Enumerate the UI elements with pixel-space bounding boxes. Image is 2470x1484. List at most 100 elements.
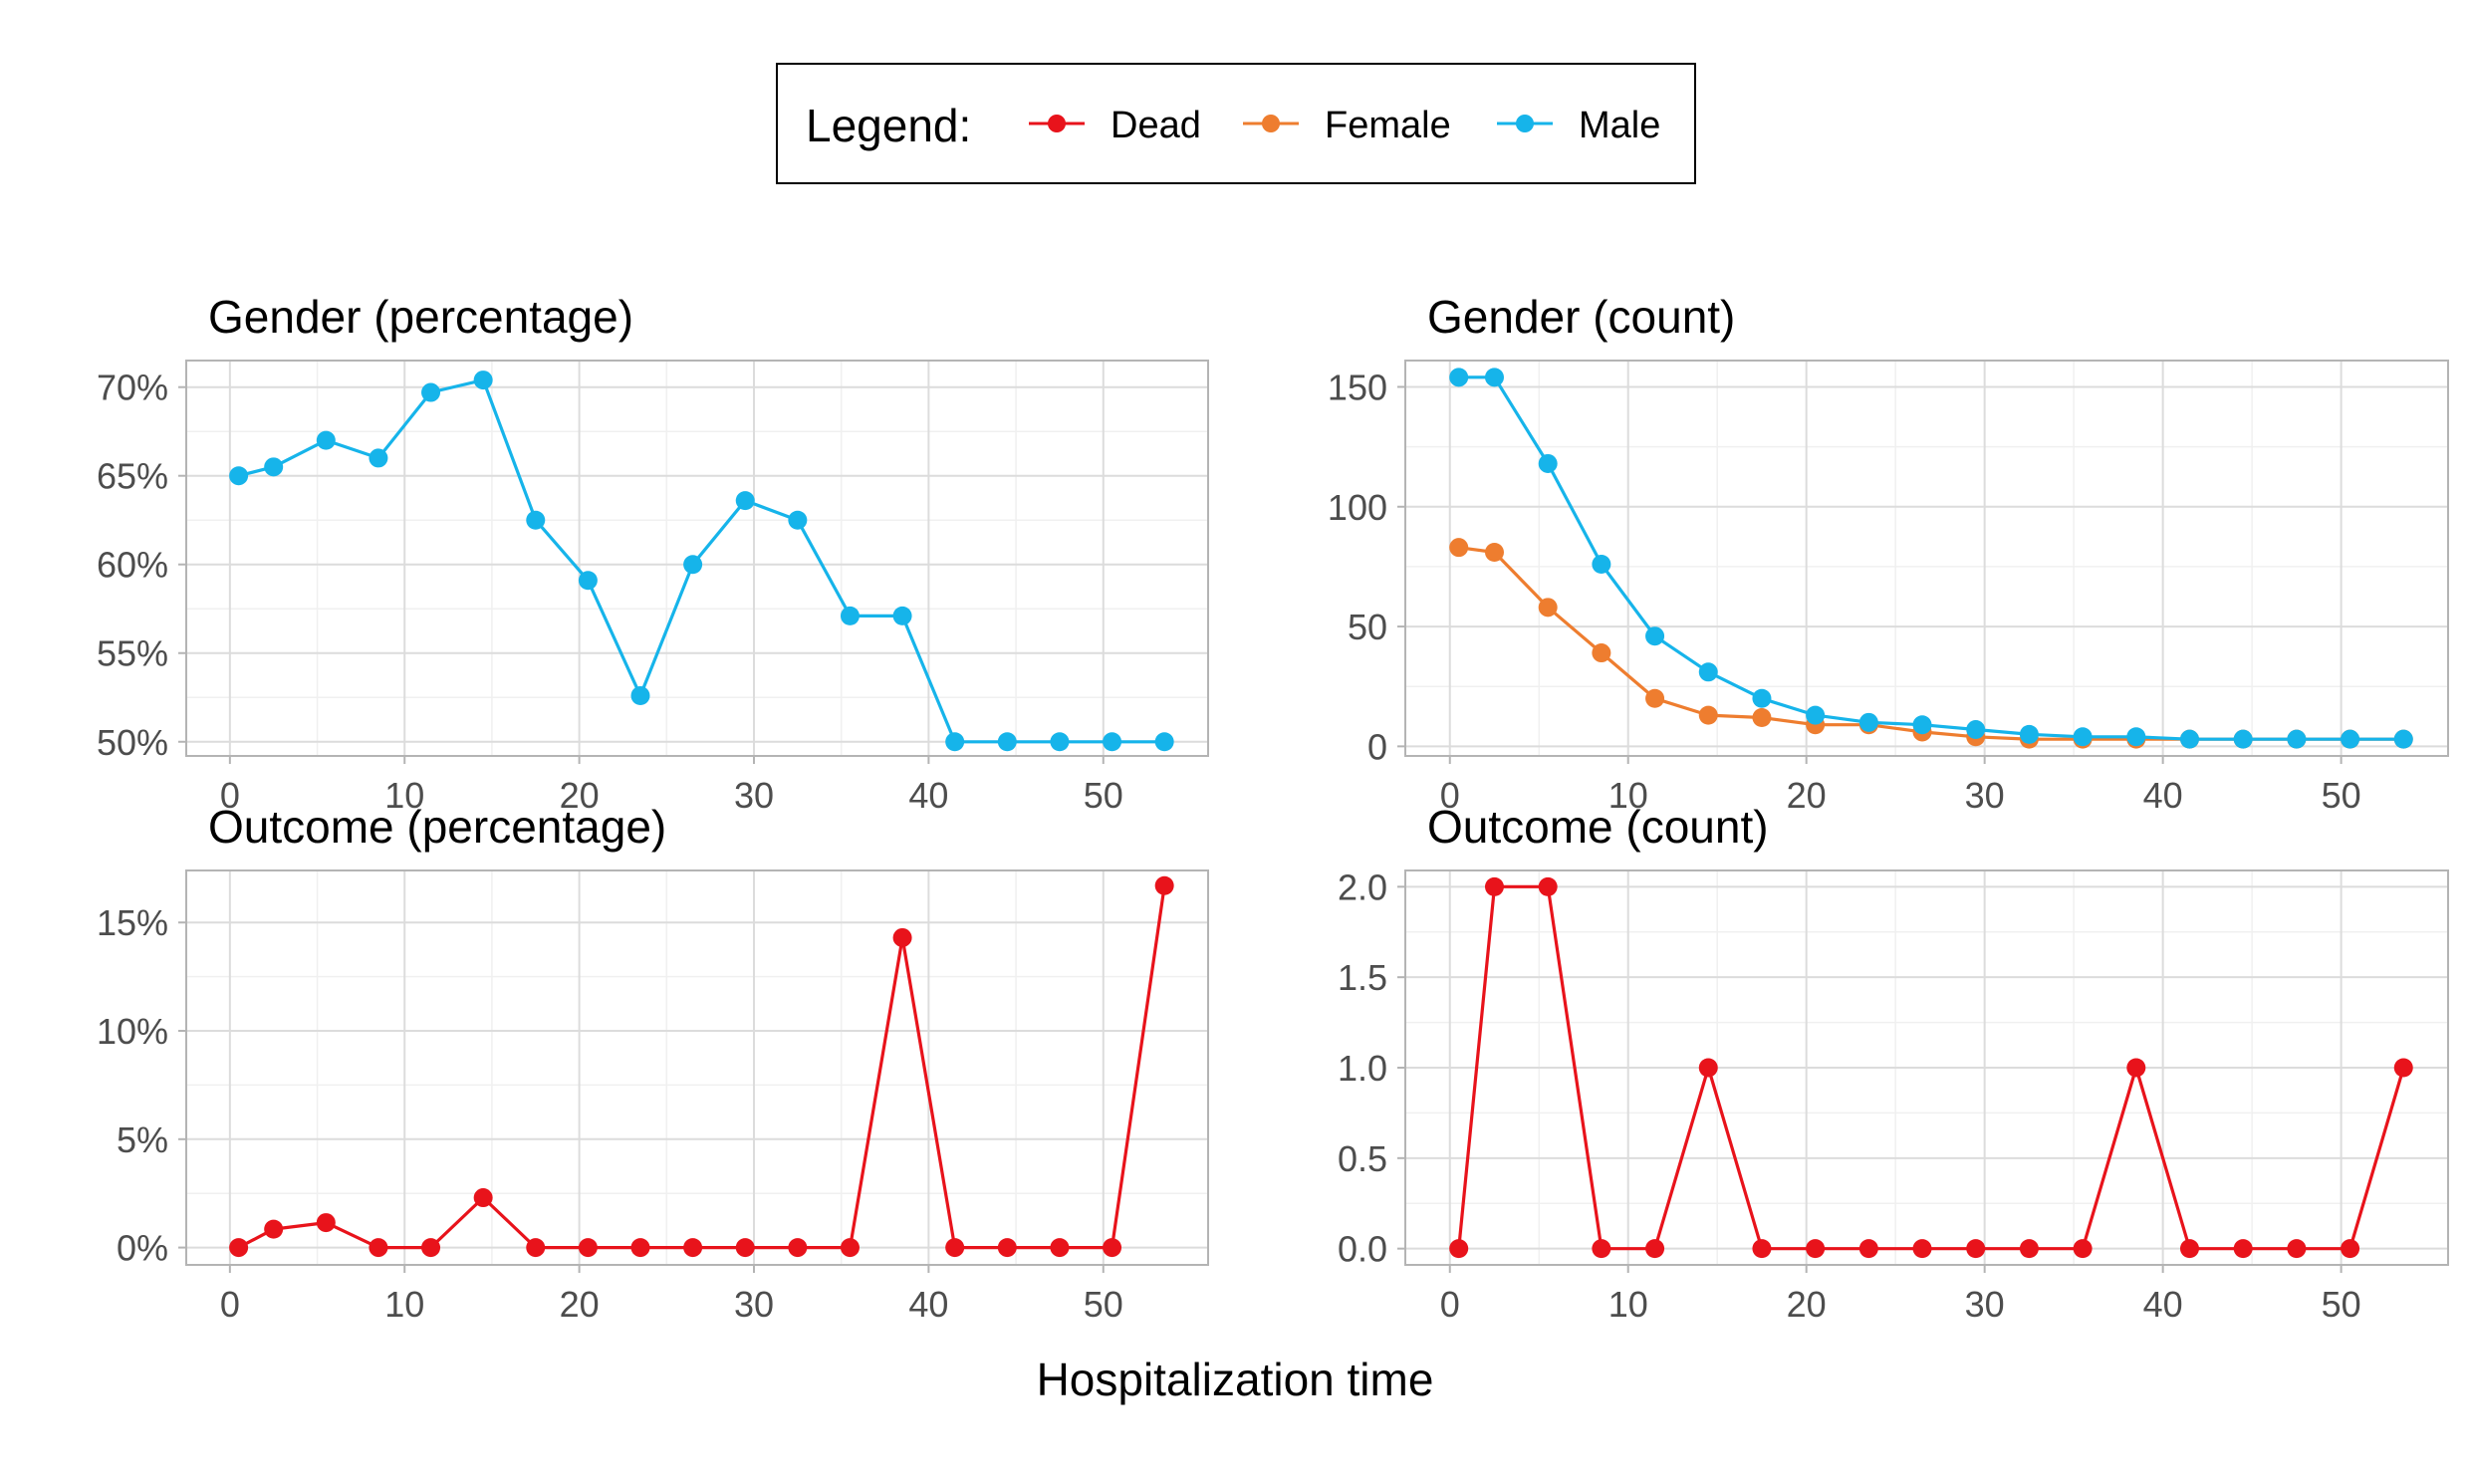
y-tick-label: 5%: [117, 1119, 168, 1160]
legend: Legend: Dead Female Male: [776, 63, 1696, 184]
data-point-male: [1698, 662, 1718, 682]
data-point-male: [1592, 555, 1611, 575]
x-tick-label: 40: [2143, 1284, 2183, 1325]
series-dead: [229, 875, 1174, 1258]
data-point-male: [229, 466, 249, 486]
series-dead: [1449, 876, 2413, 1259]
series-male: [1449, 368, 2413, 749]
data-point-dead: [2341, 1239, 2360, 1259]
data-point-dead: [2287, 1239, 2307, 1259]
data-point-female: [1592, 643, 1611, 663]
series-line-female: [1458, 546, 2404, 741]
panel-title: Outcome (count): [1427, 801, 1769, 853]
data-point-dead: [1966, 1239, 1986, 1259]
data-point-dead: [1484, 876, 1504, 896]
data-point-female: [1645, 688, 1665, 708]
data-point-dead: [892, 927, 912, 947]
data-point-dead: [2073, 1239, 2093, 1259]
x-axis-label: Hospitalization time: [1036, 1354, 1434, 1405]
data-point-dead: [1449, 1239, 1469, 1259]
data-point-male: [1645, 626, 1665, 646]
data-point-male: [2287, 729, 2307, 749]
data-point-dead: [316, 1213, 336, 1233]
data-point-male: [997, 732, 1017, 752]
legend-key-dead: [1029, 115, 1085, 132]
x-tick-label: 20: [560, 775, 600, 816]
data-point-dead: [526, 1238, 546, 1258]
data-point-male: [630, 685, 650, 705]
data-point-male: [2341, 729, 2360, 749]
panel-gender-percentage: 0 10 20 30 40 50 50% 55% 60% 65% 70% Gender (percen…: [97, 291, 1209, 816]
data-point-dead: [1912, 1239, 1932, 1259]
legend-key-female: [1243, 115, 1299, 132]
y-tick-label: 15%: [97, 902, 168, 943]
data-point-male: [840, 606, 860, 625]
x-tick-label: 30: [1965, 1284, 2005, 1325]
data-point-male: [683, 555, 703, 575]
data-point-dead: [1050, 1238, 1070, 1258]
data-point-dead: [578, 1238, 598, 1258]
panel-border: [1404, 360, 2449, 757]
legend-title: Legend:: [806, 100, 972, 151]
data-point-dead: [421, 1238, 441, 1258]
x-tick-label: 10: [1608, 1284, 1648, 1325]
data-point-dead: [1538, 876, 1558, 896]
panel-outcome-count: 0 10 20 30 40 50 0.0 0.5 1.0 1.5 2.0 Outcome (count…: [1338, 801, 2449, 1325]
data-point-female: [1449, 538, 1469, 558]
data-point-dead: [945, 1238, 965, 1258]
data-point-male: [1858, 712, 1878, 732]
panel-title: Gender (percentage): [208, 291, 633, 343]
x-tick-label: 40: [2143, 775, 2183, 816]
y-tick-label: 50%: [97, 722, 168, 763]
data-point-male: [1103, 732, 1122, 752]
data-point-male: [1449, 368, 1469, 387]
x-tick-label: 40: [908, 1284, 948, 1325]
x-tick-label: 30: [1965, 775, 2005, 816]
data-point-male: [421, 382, 441, 402]
panel-title: Outcome (percentage): [208, 801, 666, 853]
data-point-female: [1698, 705, 1718, 725]
data-point-dead: [1103, 1238, 1122, 1258]
panel-border: [185, 869, 1209, 1266]
y-tick-label: 1.5: [1338, 957, 1387, 998]
data-point-dead: [1645, 1239, 1665, 1259]
y-tick-label: 0.5: [1338, 1138, 1387, 1179]
data-point-male: [892, 606, 912, 625]
x-tick-label: 50: [1084, 775, 1123, 816]
data-point-male: [735, 491, 755, 511]
data-point-female: [1538, 598, 1558, 618]
data-point-male: [1538, 453, 1558, 473]
y-tick-label: 65%: [97, 456, 168, 497]
data-point-male: [578, 571, 598, 591]
y-tick-label: 150: [1328, 367, 1387, 407]
y-tick-label: 10%: [97, 1011, 168, 1052]
data-point-dead: [1698, 1058, 1718, 1078]
data-point-dead: [2233, 1239, 2253, 1259]
y-tick-label: 100: [1328, 487, 1387, 528]
x-tick-label: 50: [2322, 775, 2361, 816]
data-point-male: [2019, 724, 2039, 744]
x-tick-label: 0: [1440, 1284, 1460, 1325]
panel-border: [185, 360, 1209, 757]
data-point-dead: [683, 1238, 703, 1258]
data-point-dead: [1154, 875, 1174, 895]
y-tick-label: 50: [1348, 607, 1387, 647]
x-tick-label: 50: [1084, 1284, 1123, 1325]
x-tick-label: 0: [220, 775, 240, 816]
data-point-male: [2233, 729, 2253, 749]
legend-key-male: [1497, 115, 1553, 132]
y-tick-label: 0.0: [1338, 1229, 1387, 1270]
panel-gender-count: 0 10 20 30 40 50 0 50 100 150 Gender (count): [1328, 291, 2449, 816]
series-male: [229, 371, 1174, 752]
x-tick-label: 30: [734, 775, 774, 816]
data-point-male: [2126, 727, 2146, 747]
x-tick-label: 40: [908, 775, 948, 816]
legend-label-dead: Dead: [1111, 105, 1201, 146]
x-tick-label: 50: [2322, 1284, 2361, 1325]
data-point-male: [2073, 727, 2093, 747]
x-tick-label: 0: [220, 1284, 240, 1325]
data-point-dead: [1858, 1239, 1878, 1259]
data-point-dead: [630, 1238, 650, 1258]
y-tick-label: 60%: [97, 545, 168, 586]
